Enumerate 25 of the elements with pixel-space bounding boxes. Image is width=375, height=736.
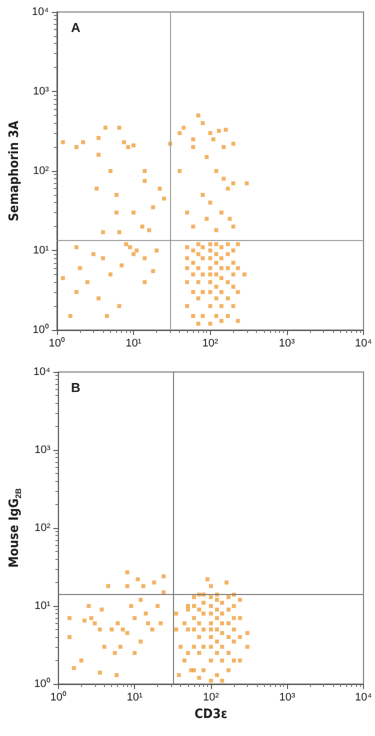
x-tick-label: 10⁰ — [48, 336, 65, 350]
y-tick-label: 10⁰ — [34, 677, 50, 690]
text: B — [71, 380, 80, 395]
x-tick-label: 10³ — [278, 338, 296, 350]
y-tick-label: 10⁴ — [32, 6, 50, 18]
x-tick-label: 10¹ — [126, 692, 143, 704]
x-tick-label: 10⁴ — [355, 692, 372, 704]
x-tick-label: 10¹ — [126, 338, 142, 350]
y-tick-label: 10¹ — [32, 244, 50, 256]
y-tick-label: 10² — [32, 165, 50, 177]
x-tick-label: 10⁴ — [355, 338, 372, 350]
y-axis-title: Semaphorin 3A — [7, 120, 22, 222]
x-tick-label: 10³ — [279, 692, 296, 704]
y-axis-title: Mouse IgG2B — [7, 488, 23, 568]
y-tick-label: 10² — [34, 522, 51, 534]
x-tick-label: 10² — [202, 692, 220, 704]
y-tick-label: 10⁰ — [32, 323, 49, 336]
x-axis-title: CD3ε — [194, 707, 228, 722]
y-tick-label: 10³ — [32, 86, 50, 98]
text: A — [71, 20, 81, 35]
y-tick-label: 10¹ — [34, 600, 51, 612]
y-tick-label: 10³ — [34, 444, 51, 456]
x-tick-label: 10⁰ — [50, 690, 66, 704]
y-tick-label: 10⁴ — [33, 366, 51, 378]
x-tick-label: 10² — [202, 338, 218, 350]
